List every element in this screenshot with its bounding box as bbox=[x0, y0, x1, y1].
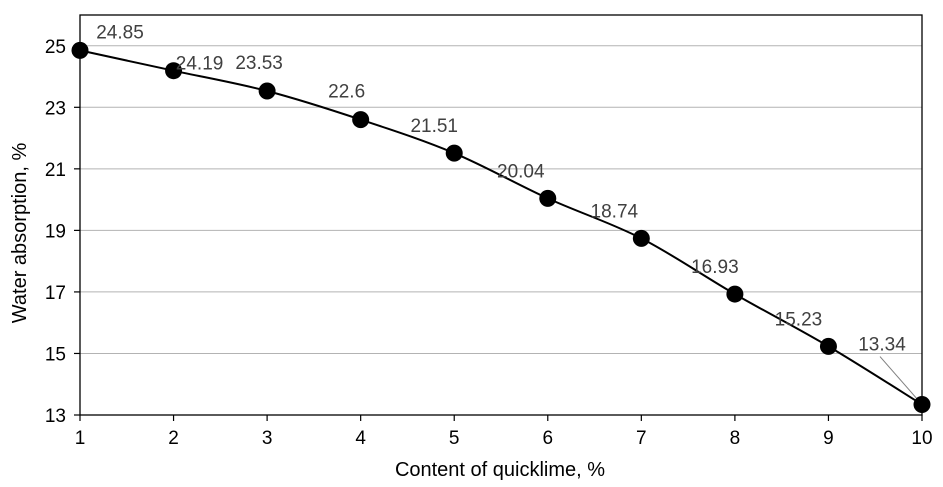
x-tick-label-7: 8 bbox=[730, 428, 741, 449]
data-label-7: 16.93 bbox=[691, 257, 739, 278]
data-point-1 bbox=[165, 62, 183, 80]
x-tick-label-1: 2 bbox=[168, 428, 179, 449]
data-point-5 bbox=[539, 189, 557, 207]
grid bbox=[79, 14, 923, 416]
data-labels: 24.85 24.19 23.53 22.6 21.51 20.04 18.74 16.93 1… bbox=[96, 22, 906, 355]
data-points bbox=[71, 41, 931, 414]
data-label-3: 22.6 bbox=[328, 82, 365, 103]
data-label-1: 24.19 bbox=[176, 54, 224, 75]
x-axis-title: Content of quicklime, % bbox=[395, 459, 605, 481]
data-point-7 bbox=[726, 285, 744, 303]
x-tick-label-0: 1 bbox=[75, 428, 86, 449]
x-tick-label-2: 3 bbox=[262, 428, 273, 449]
y-axis-title: Water absorption, % bbox=[9, 143, 31, 324]
plot-area-border bbox=[79, 14, 923, 416]
data-point-6 bbox=[632, 229, 650, 247]
label-leader-lines bbox=[173, 70, 923, 405]
y-tick-label-0: 13 bbox=[45, 406, 66, 427]
y-tick-label-4: 21 bbox=[45, 160, 66, 181]
y-tick-label-3: 19 bbox=[45, 221, 66, 242]
x-tick-label-8: 9 bbox=[823, 428, 834, 449]
x-tick-label-5: 6 bbox=[542, 428, 553, 449]
data-point-2 bbox=[258, 82, 276, 100]
y-tick-label-5: 23 bbox=[45, 98, 66, 119]
data-label-8: 15.23 bbox=[775, 309, 823, 330]
data-label-0: 24.85 bbox=[96, 22, 144, 43]
data-label-5: 20.04 bbox=[497, 161, 545, 182]
y-tick-label-6: 25 bbox=[45, 37, 66, 58]
x-tick-label-6: 7 bbox=[636, 428, 647, 449]
x-axis-ticks: 1 2 3 4 5 6 7 8 9 10 bbox=[75, 415, 933, 449]
data-point-8 bbox=[819, 337, 837, 355]
data-point-3 bbox=[352, 111, 370, 129]
x-tick-label-4: 5 bbox=[449, 428, 460, 449]
y-tick-label-2: 17 bbox=[45, 283, 66, 304]
x-tick-label-9: 10 bbox=[911, 428, 932, 449]
trend-line bbox=[79, 49, 923, 406]
data-point-4 bbox=[445, 144, 463, 162]
data-point-0 bbox=[71, 41, 89, 59]
y-tick-label-1: 15 bbox=[45, 344, 66, 365]
data-label-6: 18.74 bbox=[591, 201, 639, 222]
data-point-9 bbox=[913, 396, 931, 414]
data-label-4: 21.51 bbox=[410, 116, 458, 137]
leader-line-9 bbox=[879, 356, 923, 405]
data-label-2: 23.53 bbox=[235, 53, 283, 74]
x-tick-label-3: 4 bbox=[355, 428, 366, 449]
y-axis-ticks: 13 15 17 19 21 23 25 bbox=[45, 37, 80, 427]
data-label-9: 13.34 bbox=[858, 335, 906, 356]
